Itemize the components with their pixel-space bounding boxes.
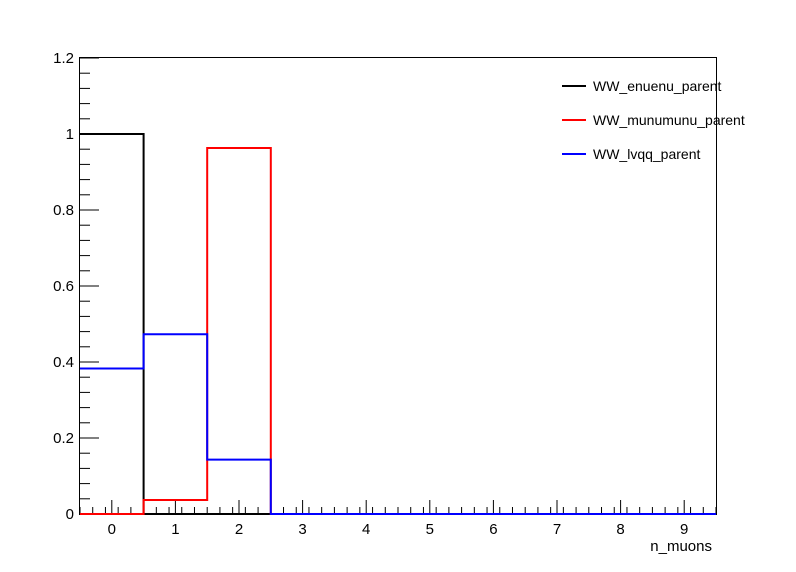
legend-label: WW_munumunu_parent	[593, 112, 745, 128]
x-tick-label: 1	[171, 521, 179, 538]
x-tick-label: 0	[108, 521, 116, 538]
x-tick-label: 4	[362, 521, 370, 538]
series-line-WW_lvqq_parent	[80, 333, 716, 515]
x-tick-label: 7	[553, 521, 561, 538]
tick-labels: 0 0.2 0.4 0.6 0.8 1 1.2 0 1 2 3 4 5 6 7 8 9	[53, 50, 688, 538]
y-tick-label: 1	[66, 126, 74, 143]
y-tick-label: 1.2	[53, 50, 74, 67]
legend: WW_enuenu_parent WW_munumunu_parent WW_lvq…	[562, 78, 745, 162]
legend-label: WW_enuenu_parent	[593, 78, 722, 94]
legend-label: WW_lvqq_parent	[593, 146, 700, 162]
series-layer	[80, 133, 716, 515]
y-tick-label: 0	[66, 506, 74, 523]
y-tick-label: 0.4	[53, 354, 74, 371]
y-tick-label: 0.8	[53, 202, 74, 219]
x-axis-label: n_muons	[650, 538, 712, 555]
x-tick-label: 3	[298, 521, 306, 538]
series-line-WW_munumunu_parent	[80, 147, 716, 515]
y-tick-label: 0.6	[53, 278, 74, 295]
x-tick-label: 9	[680, 521, 688, 538]
y-tick-label: 0.2	[53, 430, 74, 447]
x-tick-label: 5	[426, 521, 434, 538]
x-tick-label: 6	[489, 521, 497, 538]
x-tick-label: 2	[235, 521, 243, 538]
x-tick-label: 8	[616, 521, 624, 538]
axis-ticks	[79, 57, 717, 515]
series-line-WW_enuenu_parent	[80, 133, 716, 515]
